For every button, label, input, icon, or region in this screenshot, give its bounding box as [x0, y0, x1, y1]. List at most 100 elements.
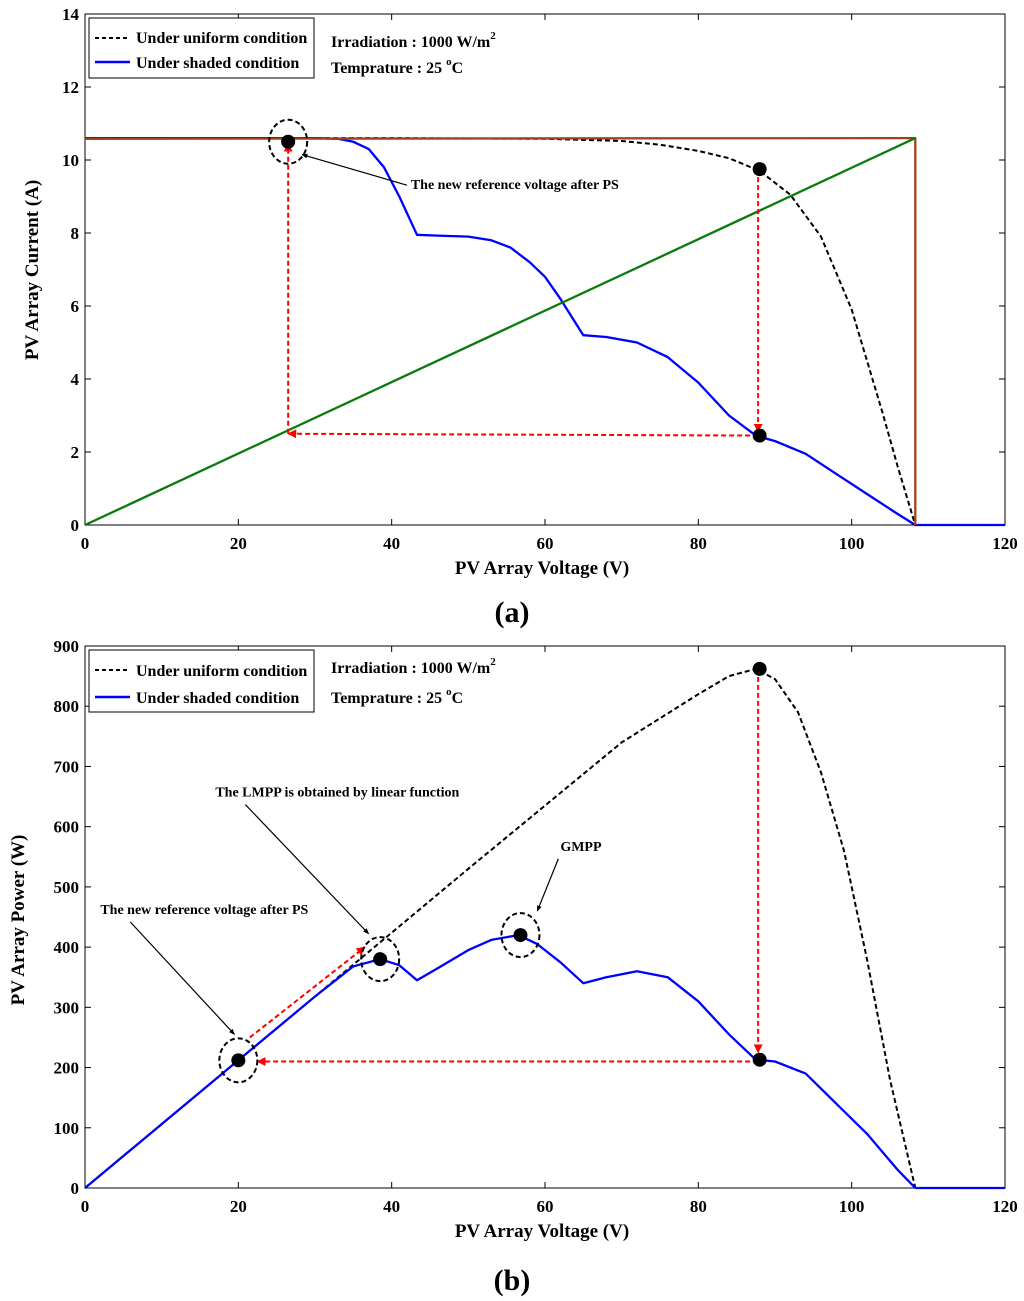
annotation-text-b-2: The new reference voltage after PS: [100, 903, 308, 918]
series-line-a-1: [85, 136, 1005, 527]
x-tick-label-a-1: 20: [230, 534, 247, 553]
panel-label-b-close: ): [520, 1264, 530, 1297]
irradiation-sup-b: 2: [490, 656, 496, 668]
overlay-group-a: The new reference voltage after PS: [268, 118, 767, 443]
legend-box-a: [88, 17, 315, 79]
y-tick-label-b-5: 500: [54, 878, 80, 897]
operating-point-marker-b-0: [231, 1053, 246, 1068]
panel-label-a-letter: a: [505, 596, 520, 629]
irradiation-sup-a: 2: [490, 30, 496, 42]
panel-label-b: (b): [494, 1264, 531, 1297]
legend-label-uniform-b: Under uniform condition: [136, 663, 307, 680]
y-axis-label-a: PV Array Current (A): [22, 180, 43, 360]
chart-panel-a: 0 20 40 60 80 100 120 0 2 4 6 8 10 12 14 The new refer…: [22, 5, 1018, 629]
y-tick-label-b-6: 600: [54, 818, 80, 837]
legend-label-shaded-b: Under shaded condition: [136, 690, 299, 707]
chart-panel-b: 0 20 40 60 80 100 120 0 100 200 300 400 500 600 700 800…: [8, 637, 1018, 1297]
annotation-leader-b-0: [244, 804, 370, 935]
annotation-text-b-0: The LMPP is obtained by linear function: [215, 786, 459, 801]
panel-label-a-open: (: [495, 596, 505, 629]
series-line-a-3: [84, 137, 916, 527]
x-tick-label-b-1: 20: [230, 1197, 247, 1216]
axis-ticks-b: 0 20 40 60 80 100 120 0 100 200 300 400 500 600 700 800…: [54, 637, 1018, 1216]
irradiation-info-a: Irradiation : 1000 W/m2: [331, 30, 496, 51]
annotation-leader-b-2: [129, 921, 235, 1035]
reference-arrow-b-2: [249, 946, 366, 1039]
irradiation-info-b: Irradiation : 1000 W/m2: [331, 656, 496, 677]
operating-point-marker-a-1: [752, 162, 767, 177]
annotation-leader-b-1: [536, 858, 559, 912]
reference-arrow-a-1: [287, 429, 759, 439]
y-tick-label-b-4: 400: [54, 938, 80, 957]
y-tick-label-b-3: 300: [54, 998, 80, 1017]
x-tick-label-b-0: 0: [81, 1197, 90, 1216]
x-tick-label-b-6: 120: [992, 1197, 1018, 1216]
temperature-info-b: Temprature : 25 oC: [331, 686, 463, 707]
y-tick-label-a-0: 0: [71, 516, 80, 535]
y-tick-label-b-0: 0: [71, 1179, 80, 1198]
panel-label-b-letter: b: [504, 1264, 521, 1297]
series-line-b-0: [84, 667, 917, 1189]
plot-area-a: [84, 13, 1006, 526]
overlay-group-b: The LMPP is obtained by linear function G…: [100, 661, 767, 1084]
operating-point-marker-a-0: [281, 134, 296, 149]
legend-label-uniform-a: Under uniform condition: [136, 30, 307, 47]
x-tick-label-a-4: 80: [690, 534, 707, 553]
y-tick-label-b-7: 700: [54, 757, 80, 776]
operating-point-marker-b-1: [373, 952, 388, 967]
axis-ticks-a: 0 20 40 60 80 100 120 0 2 4 6 8 10 12 14: [62, 5, 1018, 553]
annotation-leader-a-0: [301, 153, 408, 186]
operating-point-marker-a-2: [752, 428, 767, 443]
y-tick-label-b-1: 100: [54, 1119, 80, 1138]
y-tick-label-a-4: 8: [71, 224, 80, 243]
x-tick-label-a-6: 120: [992, 534, 1018, 553]
y-tick-label-a-1: 2: [71, 443, 80, 462]
temperature-sup-a: o: [446, 56, 452, 68]
annotation-text-a-0: The new reference voltage after PS: [411, 178, 619, 193]
irradiation-text-b: Irradiation : 1000 W/m: [331, 660, 491, 677]
legend-b: Under uniform condition Under shaded con…: [88, 649, 315, 713]
y-tick-label-a-2: 4: [71, 370, 80, 389]
operating-point-marker-b-4: [752, 1052, 767, 1067]
x-tick-label-b-5: 100: [839, 1197, 865, 1216]
x-axis-label-a: PV Array Voltage (V): [455, 558, 629, 579]
temperature-info-a: Temprature : 25 oC: [331, 56, 463, 77]
y-tick-label-a-3: 6: [71, 297, 80, 316]
x-tick-label-b-3: 60: [537, 1197, 554, 1216]
x-tick-label-b-4: 80: [690, 1197, 707, 1216]
temperature-unit-a: C: [452, 60, 464, 77]
highlight-circle-b-0: [218, 1037, 259, 1084]
legend-label-shaded-a: Under shaded condition: [136, 55, 299, 72]
highlight-circle-a-0: [268, 118, 309, 165]
operating-point-marker-b-3: [752, 661, 767, 676]
series-line-b-1: [84, 933, 1005, 1190]
panel-label-a: (a): [495, 596, 530, 629]
annotation-text-b-1: GMPP: [560, 840, 602, 855]
x-axis-label-b: PV Array Voltage (V): [455, 1221, 629, 1242]
y-tick-label-a-5: 10: [62, 151, 79, 170]
series-group-b: [84, 667, 1005, 1190]
y-tick-label-b-8: 800: [54, 697, 80, 716]
highlight-circle-b-2: [500, 912, 541, 959]
x-tick-label-b-2: 40: [383, 1197, 400, 1216]
y-tick-label-a-7: 14: [62, 5, 80, 24]
panel-label-b-open: (: [494, 1264, 504, 1297]
legend-box-b: [88, 649, 315, 713]
y-tick-label-b-9: 900: [54, 637, 80, 656]
irradiation-text-a: Irradiation : 1000 W/m: [331, 34, 491, 51]
operating-point-marker-b-2: [513, 928, 528, 943]
temperature-unit-b: C: [452, 690, 464, 707]
y-tick-label-a-6: 12: [62, 78, 79, 97]
series-group-a: [84, 136, 1005, 527]
temperature-text-b: Temprature : 25: [331, 690, 446, 707]
panel-label-a-close: ): [520, 596, 530, 629]
plot-area-b: [84, 645, 1006, 1189]
x-tick-label-a-5: 100: [839, 534, 865, 553]
y-tick-label-b-2: 200: [54, 1059, 80, 1078]
x-tick-label-a-0: 0: [81, 534, 90, 553]
temperature-sup-b: o: [446, 686, 452, 698]
temperature-text-a: Temprature : 25: [331, 60, 446, 77]
y-axis-label-b: PV Array Power (W): [8, 835, 29, 1006]
legend-a: Under uniform condition Under shaded con…: [88, 17, 315, 79]
